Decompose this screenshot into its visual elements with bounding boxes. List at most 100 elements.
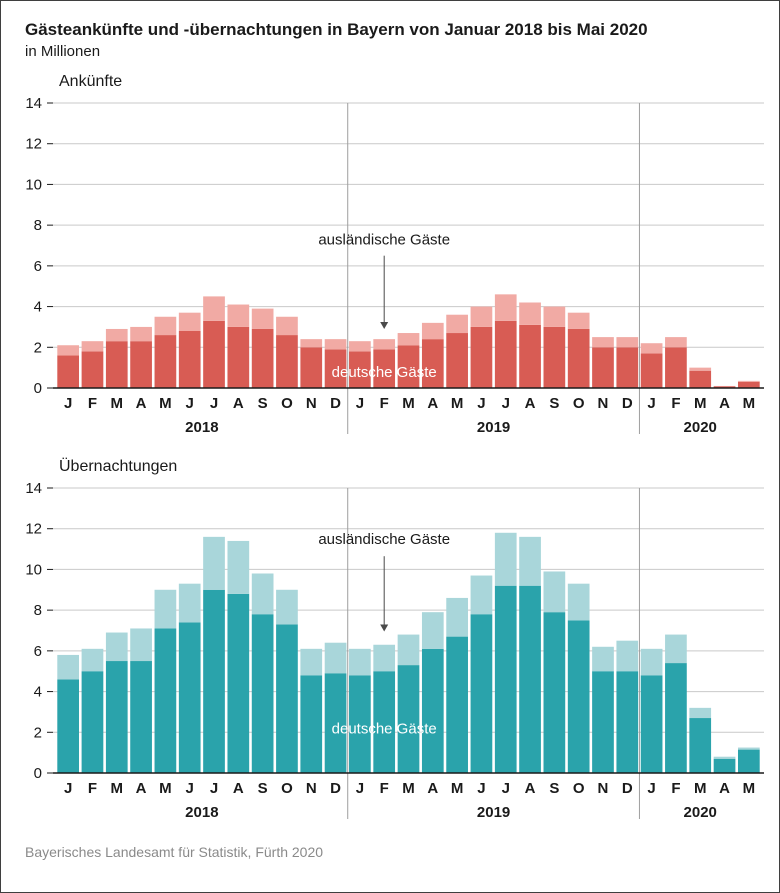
month-axis-label: A — [719, 780, 730, 797]
bar-segment-domestic — [446, 636, 468, 774]
bar-segment-domestic — [616, 347, 639, 389]
bar-segment-foreign — [494, 294, 517, 321]
bar-segment-domestic — [276, 335, 298, 389]
bar-segment-domestic — [324, 349, 347, 389]
bar-segment-domestic — [713, 758, 736, 774]
bar-segment-domestic — [592, 671, 614, 774]
month-axis-label: M — [743, 395, 756, 412]
month-axis-label: A — [525, 780, 536, 797]
month-axis-label: N — [598, 395, 609, 412]
bar-segment-foreign — [446, 598, 468, 637]
bar-segment-domestic — [251, 614, 274, 774]
year-label: 2018 — [185, 419, 218, 436]
bar-segment-foreign — [519, 302, 541, 325]
bar-segment-foreign — [665, 634, 687, 664]
bar-segment-domestic — [178, 331, 201, 389]
year-label: 2020 — [684, 419, 717, 436]
month-axis-label: D — [622, 395, 633, 412]
bar-segment-domestic — [470, 614, 493, 774]
month-axis-label: A — [233, 395, 244, 412]
bar-segment-domestic — [519, 585, 541, 774]
bar-segment-foreign — [737, 747, 760, 750]
bar-segment-domestic — [130, 661, 152, 774]
month-axis-label: A — [719, 395, 730, 412]
bar-segment-foreign — [349, 341, 371, 352]
bar-segment-domestic — [227, 593, 250, 774]
bar-segment-foreign — [57, 345, 80, 356]
month-axis-label: J — [647, 395, 655, 412]
month-axis-label: A — [136, 395, 147, 412]
bar-segment-foreign — [713, 756, 736, 759]
y-axis-label: 10 — [25, 562, 42, 579]
month-axis-label: S — [549, 395, 559, 412]
month-axis-label: S — [258, 395, 268, 412]
month-axis-label: N — [598, 780, 609, 797]
bar-segment-domestic — [446, 333, 468, 389]
month-axis-label: N — [306, 780, 317, 797]
bar-segment-foreign — [154, 316, 177, 336]
bar-segment-foreign — [421, 322, 444, 340]
bar-segment-domestic — [470, 327, 493, 389]
month-axis-label: S — [258, 780, 268, 797]
year-label: 2019 — [477, 419, 510, 436]
bar-segment-foreign — [227, 304, 250, 328]
bar-segment-foreign — [251, 308, 274, 330]
bar-segment-foreign — [130, 628, 152, 662]
bar-segment-domestic — [519, 324, 541, 389]
bar-segment-foreign — [689, 367, 712, 371]
bar-segment-foreign — [689, 707, 712, 719]
bar-segment-domestic — [640, 353, 663, 389]
arrivals-chart-title: Ankünfte — [59, 73, 123, 91]
bar-segment-domestic — [81, 671, 104, 774]
bar-segment-domestic — [616, 671, 639, 774]
bar-segment-foreign — [349, 648, 371, 676]
domestic-guests-annotation: deutsche Gäste — [332, 720, 437, 737]
bar-segment-foreign — [519, 536, 541, 586]
bar-segment-foreign — [737, 380, 760, 382]
y-axis-label: 0 — [34, 765, 42, 782]
bar-segment-domestic — [373, 671, 396, 774]
month-axis-label: A — [525, 395, 536, 412]
bar-segment-domestic — [640, 675, 663, 774]
bar-segment-domestic — [665, 663, 687, 774]
bar-segment-foreign — [178, 312, 201, 332]
y-axis-label: 4 — [34, 299, 42, 316]
month-axis-label: J — [502, 780, 510, 797]
month-axis-label: O — [573, 780, 585, 797]
month-axis-label: A — [233, 780, 244, 797]
foreign-guests-annotation: ausländische Gäste — [318, 531, 450, 548]
month-axis-label: O — [281, 395, 293, 412]
bar-segment-foreign — [470, 306, 493, 328]
bar-segment-domestic — [421, 648, 444, 774]
bar-segment-domestic — [203, 320, 225, 389]
month-axis-label: A — [136, 780, 147, 797]
year-label: 2019 — [477, 804, 510, 821]
bar-segment-domestic — [665, 347, 687, 389]
bar-segment-domestic — [324, 673, 347, 774]
month-axis-label: M — [402, 395, 415, 412]
bar-segment-foreign — [616, 337, 639, 348]
bar-segment-domestic — [397, 665, 420, 774]
bar-segment-domestic — [227, 327, 250, 389]
month-axis-label: M — [694, 395, 707, 412]
month-axis-label: F — [88, 780, 97, 797]
month-axis-label: F — [671, 395, 680, 412]
bar-segment-domestic — [203, 589, 225, 774]
month-axis-label: J — [356, 780, 364, 797]
bar-segment-domestic — [349, 351, 371, 389]
bar-segment-foreign — [178, 583, 201, 623]
month-axis-label: M — [694, 780, 707, 797]
bar-segment-foreign — [616, 640, 639, 672]
month-axis-label: M — [159, 780, 172, 797]
page-subtitle: in Millionen — [25, 43, 101, 61]
bar-segment-domestic — [276, 624, 298, 774]
bar-segment-domestic — [494, 585, 517, 774]
month-axis-label: D — [330, 780, 341, 797]
y-axis-label: 14 — [25, 95, 42, 112]
bar-segment-foreign — [300, 648, 323, 676]
bar-segment-foreign — [640, 343, 663, 354]
bar-segment-foreign — [203, 296, 225, 321]
